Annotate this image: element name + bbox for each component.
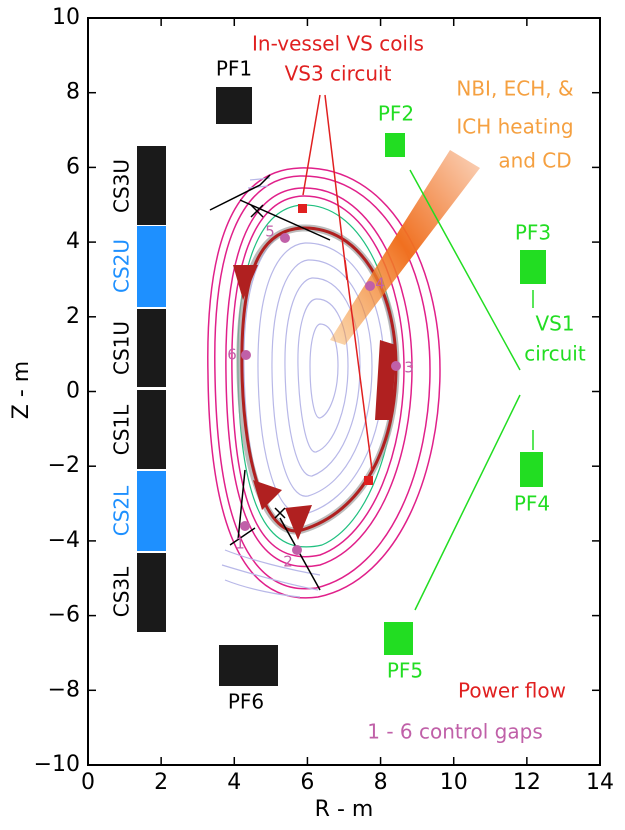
vs-coil — [364, 476, 373, 485]
cs-label: CS2U — [110, 239, 134, 293]
cs-label: CS3L — [110, 566, 134, 617]
gap-label: 3 — [404, 359, 414, 377]
annotation: In-vessel VS coils — [252, 32, 424, 56]
x-tick-label: 8 — [374, 770, 388, 795]
annotation: VS3 circuit — [285, 62, 392, 86]
pf-label: PF3 — [515, 221, 551, 245]
shape — [137, 146, 166, 225]
tokamak-diagram: CS3U CS2U CS1U CS1L CS2L CS3L PF1 PF2 PF… — [0, 0, 625, 826]
annotation: 1 - 6 control gaps — [367, 720, 543, 744]
y-tick-label: 8 — [66, 80, 80, 105]
shape — [137, 390, 166, 469]
y-tick-label: −2 — [48, 453, 80, 478]
gap-label: 6 — [227, 346, 237, 364]
x-tick-label: 12 — [513, 770, 541, 795]
x-tick-label: 14 — [586, 770, 614, 795]
cs-label: CS1L — [110, 404, 134, 455]
annotation: Power flow — [458, 679, 566, 703]
shape — [137, 309, 166, 387]
annotation: and CD — [498, 149, 571, 173]
x-tick-label: 10 — [440, 770, 468, 795]
shape — [520, 452, 543, 487]
shape — [241, 350, 251, 360]
gap-label: 1 — [235, 535, 245, 553]
pf-label: PF5 — [387, 659, 423, 683]
shape — [303, 95, 372, 470]
annotation: VS1 — [535, 312, 574, 336]
central-solenoid — [137, 146, 166, 632]
shape — [219, 645, 278, 686]
shape — [365, 281, 375, 291]
y-tick-label: −6 — [48, 603, 80, 628]
shape — [216, 87, 252, 124]
annotation: circuit — [524, 342, 586, 366]
y-tick-label: −4 — [48, 528, 80, 553]
shape — [272, 260, 372, 496]
y-tick-label: 2 — [66, 304, 80, 329]
shape — [391, 361, 401, 371]
shape — [258, 243, 384, 514]
gap-label: 2 — [283, 553, 293, 571]
pf-label: PF2 — [378, 102, 414, 126]
y-tick-label: −10 — [34, 752, 80, 777]
shape — [280, 233, 290, 243]
shape: CS3U CS2U CS1U CS1L CS2L CS3L PF1 PF2 PF… — [110, 32, 586, 744]
shape — [292, 545, 302, 555]
x-tick-label: 2 — [154, 770, 168, 795]
cs-label: CS1U — [110, 321, 134, 375]
shape — [137, 226, 166, 307]
cs-label: CS3U — [110, 159, 134, 213]
x-tick-label: 0 — [81, 770, 95, 795]
shape — [385, 133, 405, 157]
x-tick-label: 6 — [300, 770, 314, 795]
flux-surfaces — [222, 178, 394, 597]
y-axis-label: Z - m — [9, 361, 34, 419]
shape — [240, 521, 250, 531]
annotation: ICH heating — [456, 115, 573, 139]
shape — [275, 508, 285, 518]
y-tick-label: 4 — [66, 229, 80, 254]
cs-label: CS2L — [110, 485, 134, 536]
shape — [298, 299, 348, 452]
y-tick-label: 10 — [52, 5, 80, 30]
y-tick-label: 0 — [66, 379, 80, 404]
annotation: NBI, ECH, & — [456, 77, 573, 101]
shape — [520, 250, 546, 284]
pf-label: PF6 — [228, 690, 264, 714]
vs3-arrows — [303, 95, 372, 470]
vs-coil — [298, 204, 307, 213]
pf-label: PF1 — [216, 57, 252, 81]
shape — [285, 278, 360, 476]
y-tick-label: 6 — [66, 154, 80, 179]
pf-label: PF4 — [514, 492, 550, 516]
x-axis-label: R - m — [315, 797, 374, 822]
x-points — [251, 205, 285, 518]
x-tick-label: 4 — [227, 770, 241, 795]
y-tick-label: −8 — [48, 677, 80, 702]
shape — [137, 471, 166, 551]
shape — [248, 178, 270, 188]
shape — [384, 622, 413, 655]
gap-label: 4 — [375, 275, 385, 293]
gap-label: 5 — [265, 223, 275, 241]
shape — [137, 553, 166, 632]
